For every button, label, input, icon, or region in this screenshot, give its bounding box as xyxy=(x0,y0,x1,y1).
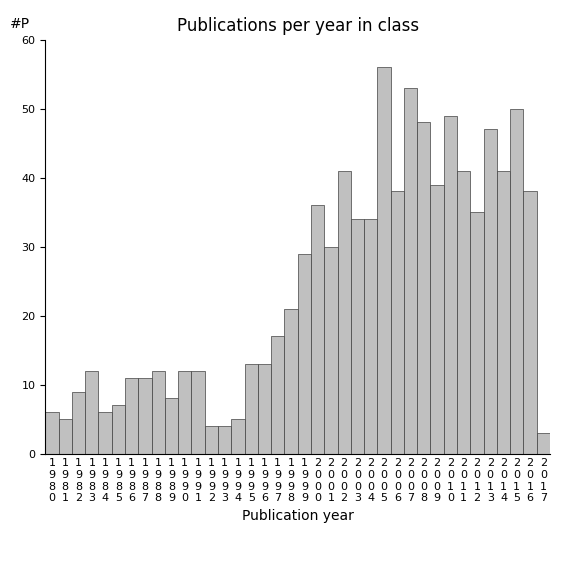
Bar xyxy=(205,426,218,454)
Bar xyxy=(258,364,271,454)
Bar xyxy=(324,247,337,454)
X-axis label: Publication year: Publication year xyxy=(242,509,354,523)
Bar xyxy=(244,364,258,454)
Bar xyxy=(537,433,550,454)
Bar xyxy=(404,88,417,454)
Bar xyxy=(72,391,85,454)
Bar xyxy=(470,212,484,454)
Bar xyxy=(523,192,537,454)
Bar xyxy=(417,122,430,454)
Bar xyxy=(231,419,244,454)
Bar xyxy=(484,129,497,454)
Bar xyxy=(58,419,72,454)
Bar xyxy=(125,378,138,454)
Bar xyxy=(298,253,311,454)
Bar xyxy=(497,171,510,454)
Bar xyxy=(45,412,58,454)
Bar xyxy=(364,219,378,454)
Bar xyxy=(85,371,99,454)
Bar xyxy=(311,205,324,454)
Bar xyxy=(271,336,285,454)
Bar xyxy=(178,371,192,454)
Title: Publications per year in class: Publications per year in class xyxy=(176,18,419,35)
Bar xyxy=(285,308,298,454)
Bar xyxy=(337,171,351,454)
Bar xyxy=(99,412,112,454)
Bar xyxy=(351,219,364,454)
Bar xyxy=(430,185,444,454)
Bar xyxy=(218,426,231,454)
Bar xyxy=(510,109,523,454)
Text: #P: #P xyxy=(10,18,30,31)
Bar xyxy=(444,116,457,454)
Bar xyxy=(151,371,165,454)
Bar xyxy=(391,192,404,454)
Bar xyxy=(457,171,470,454)
Bar xyxy=(192,371,205,454)
Bar xyxy=(112,405,125,454)
Bar xyxy=(165,399,178,454)
Bar xyxy=(378,67,391,454)
Bar xyxy=(138,378,151,454)
